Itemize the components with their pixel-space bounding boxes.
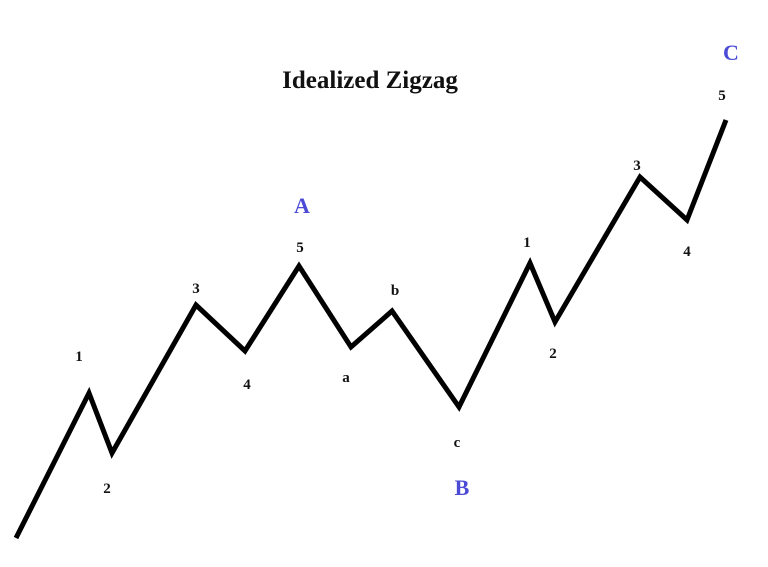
label-wave-4: 4 xyxy=(243,377,251,393)
label-wave-A: A xyxy=(294,193,310,218)
label-wave-1: 1 xyxy=(75,349,83,365)
label-wave-2: 2 xyxy=(103,481,111,497)
label-c-wave-1: 1 xyxy=(523,235,531,251)
zigzag-wave-line xyxy=(13,119,729,540)
label-wave-3: 3 xyxy=(192,281,200,297)
label-c-wave-5: 5 xyxy=(718,88,726,104)
label-c-wave-3: 3 xyxy=(633,158,641,174)
label-c-wave-4: 4 xyxy=(683,244,691,260)
label-wave-b: b xyxy=(391,283,399,299)
label-wave-5: 5 xyxy=(296,240,304,256)
label-c-wave-2: 2 xyxy=(549,346,557,362)
label-wave-C: C xyxy=(723,40,739,65)
label-wave-B: B xyxy=(455,475,470,500)
label-wave-c: c xyxy=(454,435,461,451)
label-wave-a: a xyxy=(342,370,350,386)
diagram-title: Idealized Zigzag xyxy=(282,67,458,94)
